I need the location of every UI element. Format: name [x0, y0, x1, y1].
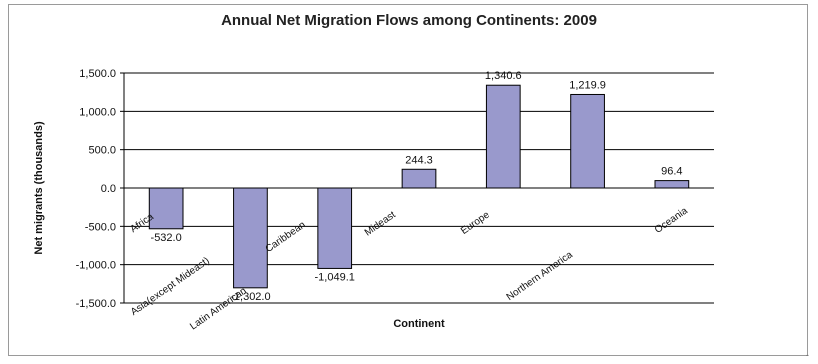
y-tick-label: -500.0: [85, 221, 116, 233]
x-category-label: Mideast: [363, 209, 398, 238]
data-label: 1,219.9: [569, 79, 606, 91]
x-category-label: Caribbean: [264, 219, 308, 254]
x-category-label: Northern America: [505, 249, 575, 303]
y-tick-label: -1,000.0: [76, 260, 116, 272]
data-label: 1,340.6: [485, 70, 522, 82]
bar: [401, 168, 437, 189]
y-axis-title: Net migrants (thousands): [33, 121, 45, 255]
bar: [317, 187, 353, 269]
bars: [148, 84, 690, 289]
bar: [233, 187, 268, 289]
y-tick-label: 1,500.0: [79, 68, 116, 80]
chart-title: Annual Net Migration Flows among Contine…: [221, 12, 597, 29]
data-label: -532.0: [151, 232, 182, 244]
x-axis-title: Continent: [393, 318, 445, 330]
bar: [570, 93, 605, 189]
data-label: 244.3: [405, 154, 433, 166]
data-labels: -532.0 -1,302.0 -1,049.1 244.3 1,340.6 1,219.…: [151, 70, 683, 303]
x-category-label: Oceania: [653, 205, 690, 236]
y-tick-label: 1,000.0: [79, 106, 116, 118]
y-tick-label: 500.0: [88, 145, 116, 157]
bar: [654, 180, 690, 189]
bar: [485, 84, 521, 189]
data-label: 96.4: [661, 166, 682, 178]
corner-mark: -: [806, 350, 809, 360]
y-tick-label: -1,500.0: [76, 298, 116, 310]
data-label: -1,302.0: [230, 291, 270, 303]
bar: [148, 187, 184, 230]
data-label: -1,049.1: [315, 271, 355, 283]
x-category-label: Europe: [459, 209, 492, 237]
y-tick-label: 0.0: [101, 183, 116, 195]
y-tick-labels: 1,500.0 1,000.0 500.0 0.0 -500.0 -1,000.0 -1,5…: [76, 68, 116, 310]
